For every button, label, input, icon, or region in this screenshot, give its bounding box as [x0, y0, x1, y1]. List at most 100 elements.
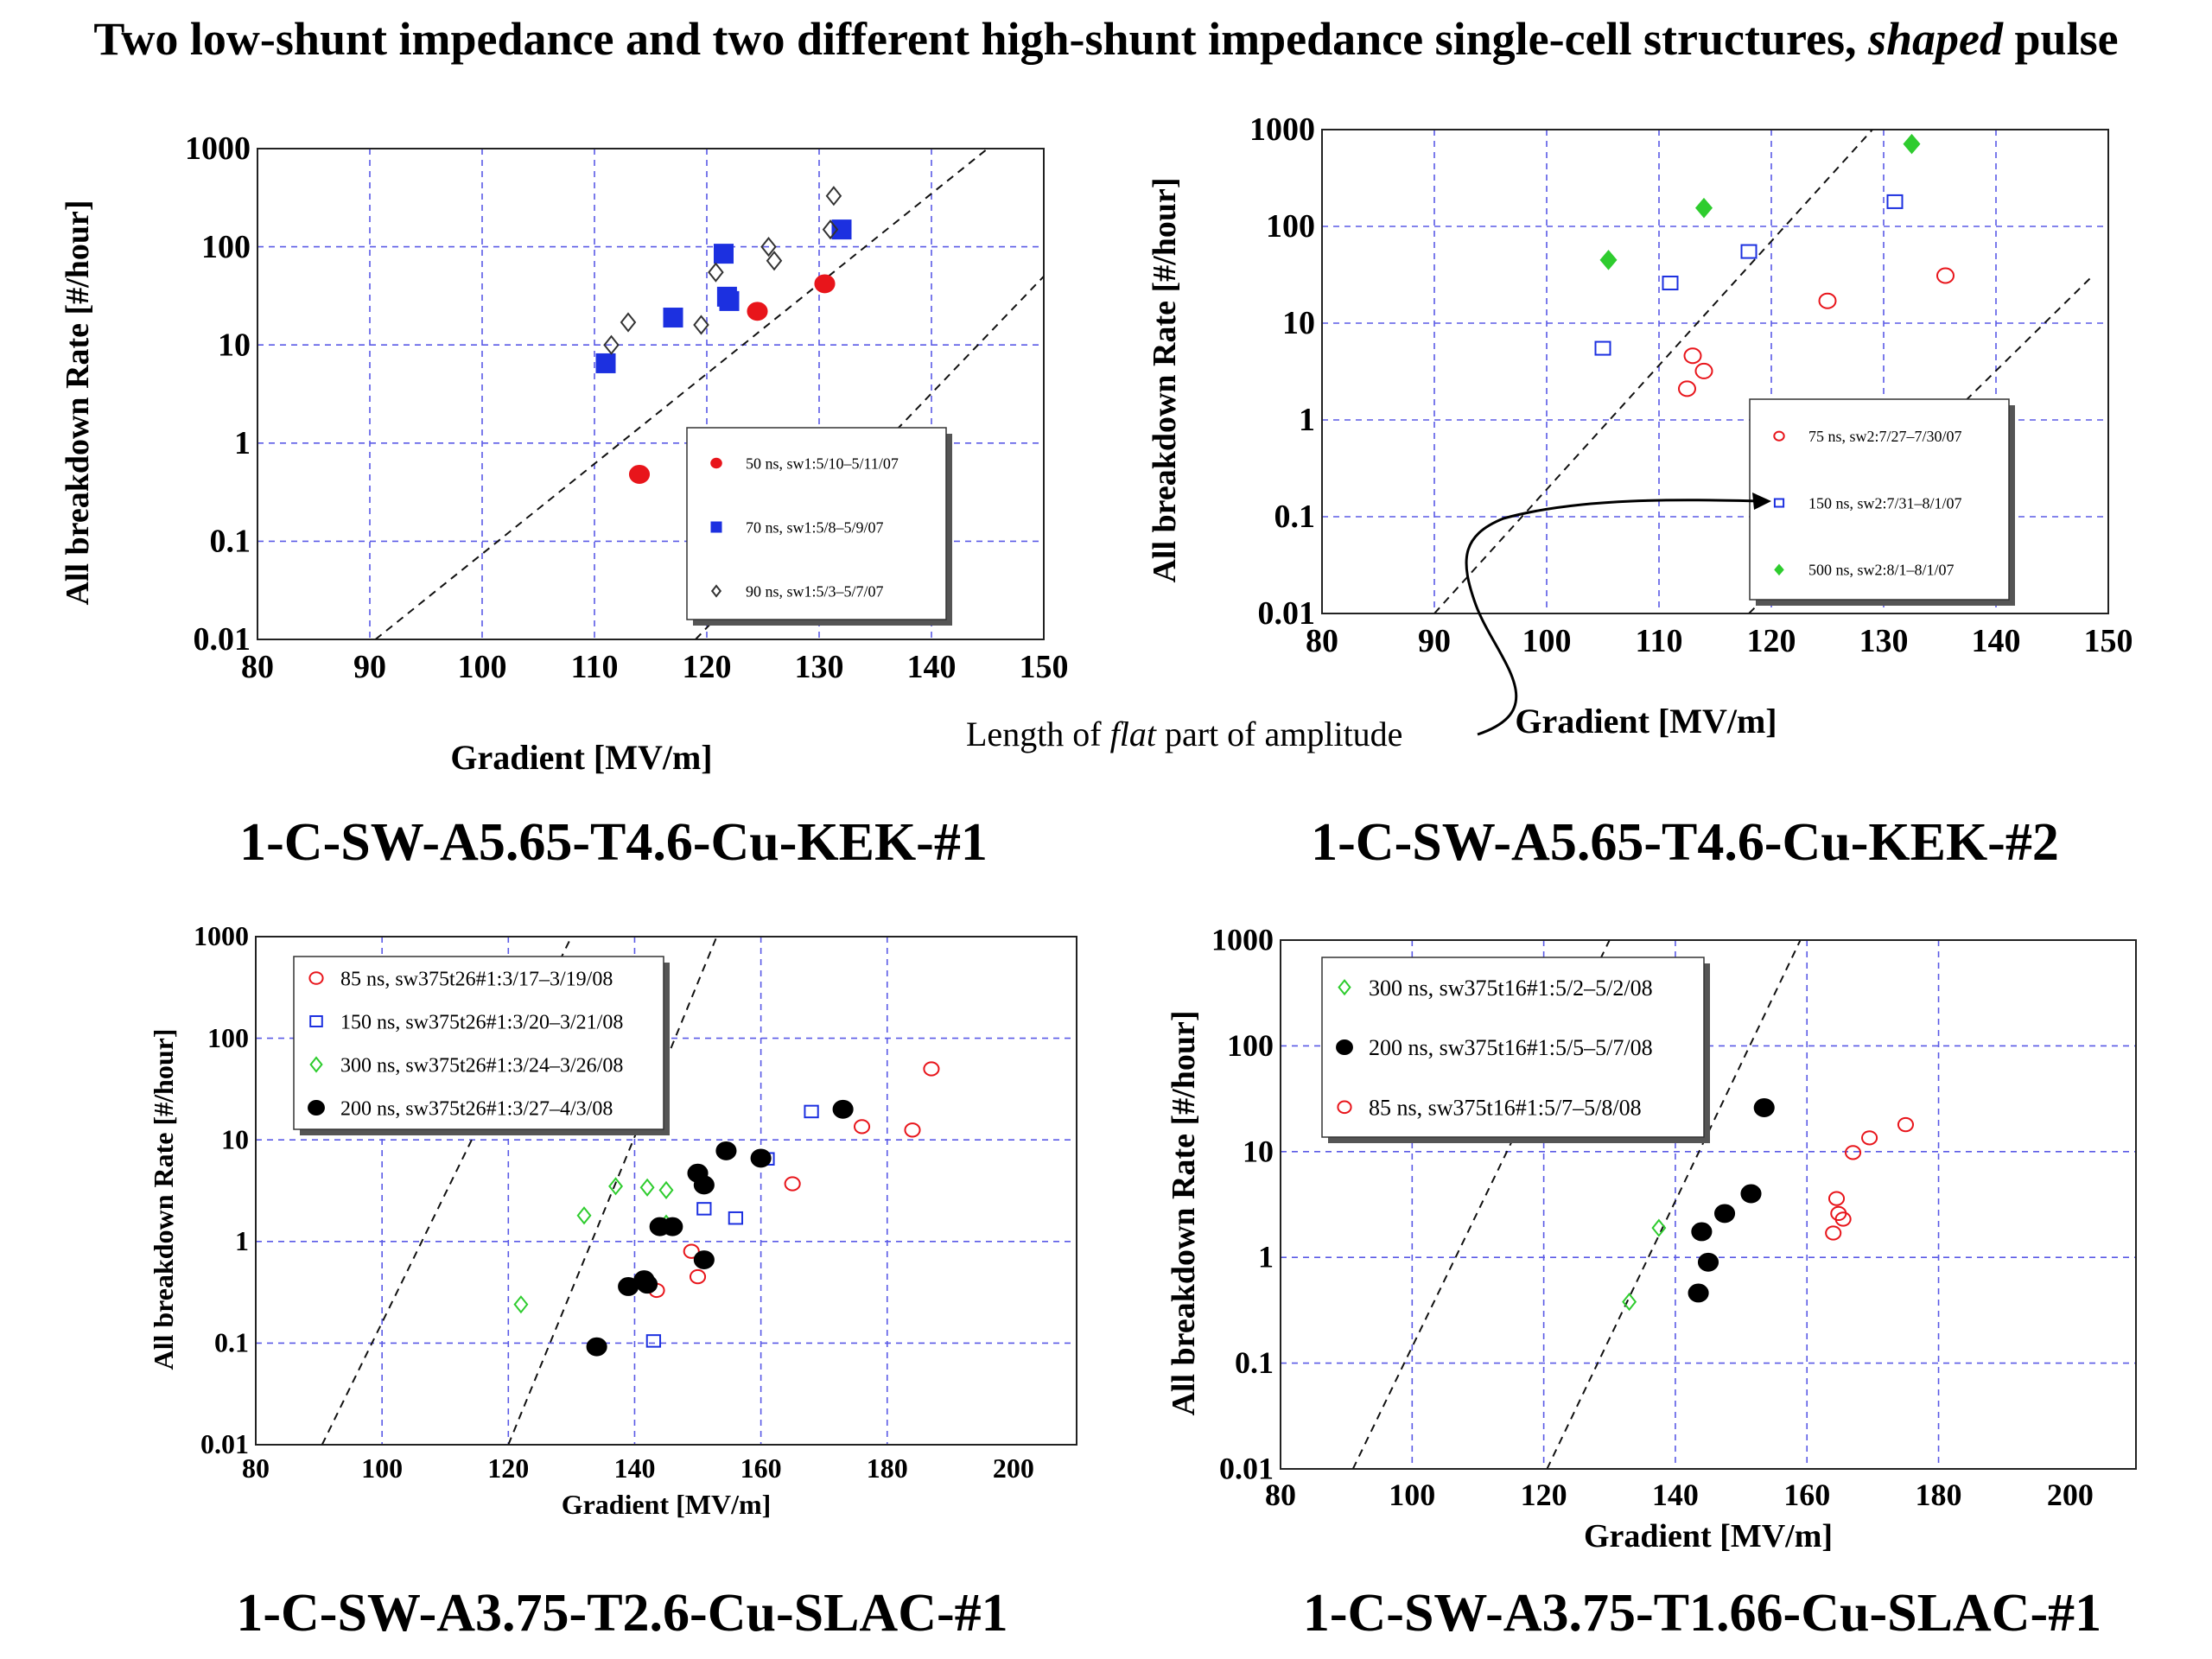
annotation-arrowhead: [1752, 493, 1771, 510]
data-point: [904, 1122, 921, 1138]
x-tick-label: 140: [907, 649, 957, 685]
y-tick-label: 1000: [1249, 111, 1315, 148]
data-point: [1844, 1145, 1862, 1160]
y-tick-label: 0.1: [1274, 499, 1316, 535]
y-tick-label: 100: [1227, 1028, 1274, 1063]
figure-title: Two low-shunt impedance and two differen…: [93, 13, 2119, 65]
x-axis-label: Gradient [MV/m]: [562, 1489, 772, 1520]
legend-label: 50 ns, sw1:5/10–5/11/07: [746, 454, 899, 472]
y-tick-label: 1000: [194, 920, 249, 951]
x-axis-label: Gradient [MV/m]: [1515, 702, 1777, 741]
legend-label: 90 ns, sw1:5/3–5/7/07: [746, 582, 884, 600]
y-tick-label: 10: [1282, 305, 1315, 341]
y-tick-label: 100: [201, 229, 251, 265]
data-point: [747, 302, 768, 321]
data-point: [513, 1295, 529, 1314]
legend-label: 85 ns, sw375t16#1:5/7–5/8/08: [1369, 1095, 1642, 1120]
data-point: [1753, 1098, 1775, 1117]
data-point: [1688, 1283, 1709, 1303]
x-tick-label: 120: [683, 649, 732, 685]
x-tick-label: 140: [1652, 1478, 1699, 1512]
y-axis-label: All breakdown Rate [#/hour]: [1166, 1010, 1202, 1415]
legend-label: 200 ns, sw375t26#1:3/27–4/3/08: [340, 1097, 613, 1120]
data-point: [1678, 380, 1696, 397]
series-1: [1622, 1218, 1667, 1312]
y-tick-label: 100: [1266, 208, 1315, 245]
data-point: [620, 312, 637, 333]
data-point: [693, 1175, 715, 1195]
x-tick-label: 90: [1418, 623, 1451, 659]
reference-line: [1433, 130, 1873, 613]
x-tick-label: 150: [2084, 623, 2133, 659]
y-tick-label: 1: [1299, 402, 1315, 438]
legend-marker: [309, 1056, 323, 1073]
y-tick-label: 10: [221, 1123, 249, 1154]
data-point: [1897, 1116, 1915, 1133]
data-point: [1818, 292, 1837, 309]
reference-line: [1546, 940, 1802, 1469]
legend-label: 300 ns, sw375t16#1:5/2–5/2/08: [1369, 976, 1653, 1001]
series-4: [586, 1099, 854, 1357]
legend-marker: [710, 584, 722, 598]
legend-marker: [1338, 979, 1351, 996]
data-point: [1886, 194, 1904, 209]
data-point: [693, 315, 709, 335]
series-3: [1825, 1116, 1915, 1241]
legend: 50 ns, sw1:5/10–5/11/07 70 ns, sw1:5/8–5/…: [686, 427, 952, 626]
x-tick-label: 80: [242, 1452, 270, 1484]
legend: 300 ns, sw375t16#1:5/2–5/2/08 200 ns, sw3…: [1321, 957, 1710, 1143]
legend-marker: [1337, 1100, 1352, 1115]
y-tick-label: 1000: [1211, 923, 1274, 957]
x-tick-label: 130: [795, 649, 844, 685]
series-2: [645, 1104, 819, 1348]
legend-marker: [1774, 563, 1784, 576]
data-point: [1662, 276, 1679, 291]
x-tick-label: 180: [867, 1452, 908, 1484]
data-point: [693, 1250, 715, 1269]
plot-frame: [257, 148, 1045, 640]
x-tick-label: 150: [1020, 649, 1069, 685]
series-2: [1688, 1098, 1775, 1303]
data-point: [645, 1334, 662, 1348]
panel-label-slac-t26: 1-C-SW-A3.75-T2.6-Cu-SLAC-#1: [236, 1584, 1008, 1643]
legend-marker: [710, 457, 722, 469]
x-tick-label: 200: [993, 1452, 1034, 1484]
data-point: [1827, 1191, 1846, 1206]
data-point: [1694, 197, 1713, 219]
data-point: [1825, 1225, 1842, 1241]
legend-label: 85 ns, sw375t26#1:3/17–3/19/08: [340, 968, 613, 990]
data-point: [1740, 1184, 1762, 1204]
x-tick-label: 80: [1306, 623, 1338, 659]
data-point: [595, 353, 616, 373]
data-point: [586, 1337, 607, 1357]
reference-line: [507, 937, 718, 1445]
data-point: [658, 1180, 674, 1199]
data-point: [1651, 1218, 1667, 1237]
legend-marker: [308, 971, 324, 985]
data-point: [814, 274, 836, 294]
x-axis-label: Gradient [MV/m]: [450, 738, 712, 777]
data-point: [804, 1104, 819, 1119]
data-point: [683, 1243, 700, 1259]
data-point: [1740, 244, 1758, 259]
data-point: [750, 1148, 772, 1168]
y-tick-label: 0.01: [200, 1428, 249, 1459]
x-tick-label: 80: [1265, 1478, 1296, 1512]
x-tick-label: 100: [1522, 623, 1572, 659]
annotation-arrow: [1465, 499, 1764, 736]
legend-box: [1321, 957, 1705, 1138]
data-point: [608, 1177, 624, 1196]
legend: 75 ns, sw2:7/27–7/30/07 150 ns, sw2:7/31–…: [1749, 398, 2015, 606]
x-tick-label: 120: [1747, 623, 1796, 659]
data-point: [1683, 347, 1702, 365]
series-2: [1594, 194, 1904, 356]
plot-frame: [255, 936, 1077, 1446]
y-tick-label: 0.01: [1219, 1452, 1274, 1486]
plot-frame: [1280, 939, 2137, 1470]
x-tick-label: 100: [361, 1452, 403, 1484]
data-point: [1697, 1252, 1719, 1272]
chart-panel-3: 80 100 120 140 160 180 200 0.01 0.1 1 10 100 1000 Gra…: [148, 920, 1077, 1520]
y-tick-label: 0.1: [214, 1327, 249, 1358]
x-tick-label: 110: [1636, 623, 1683, 659]
